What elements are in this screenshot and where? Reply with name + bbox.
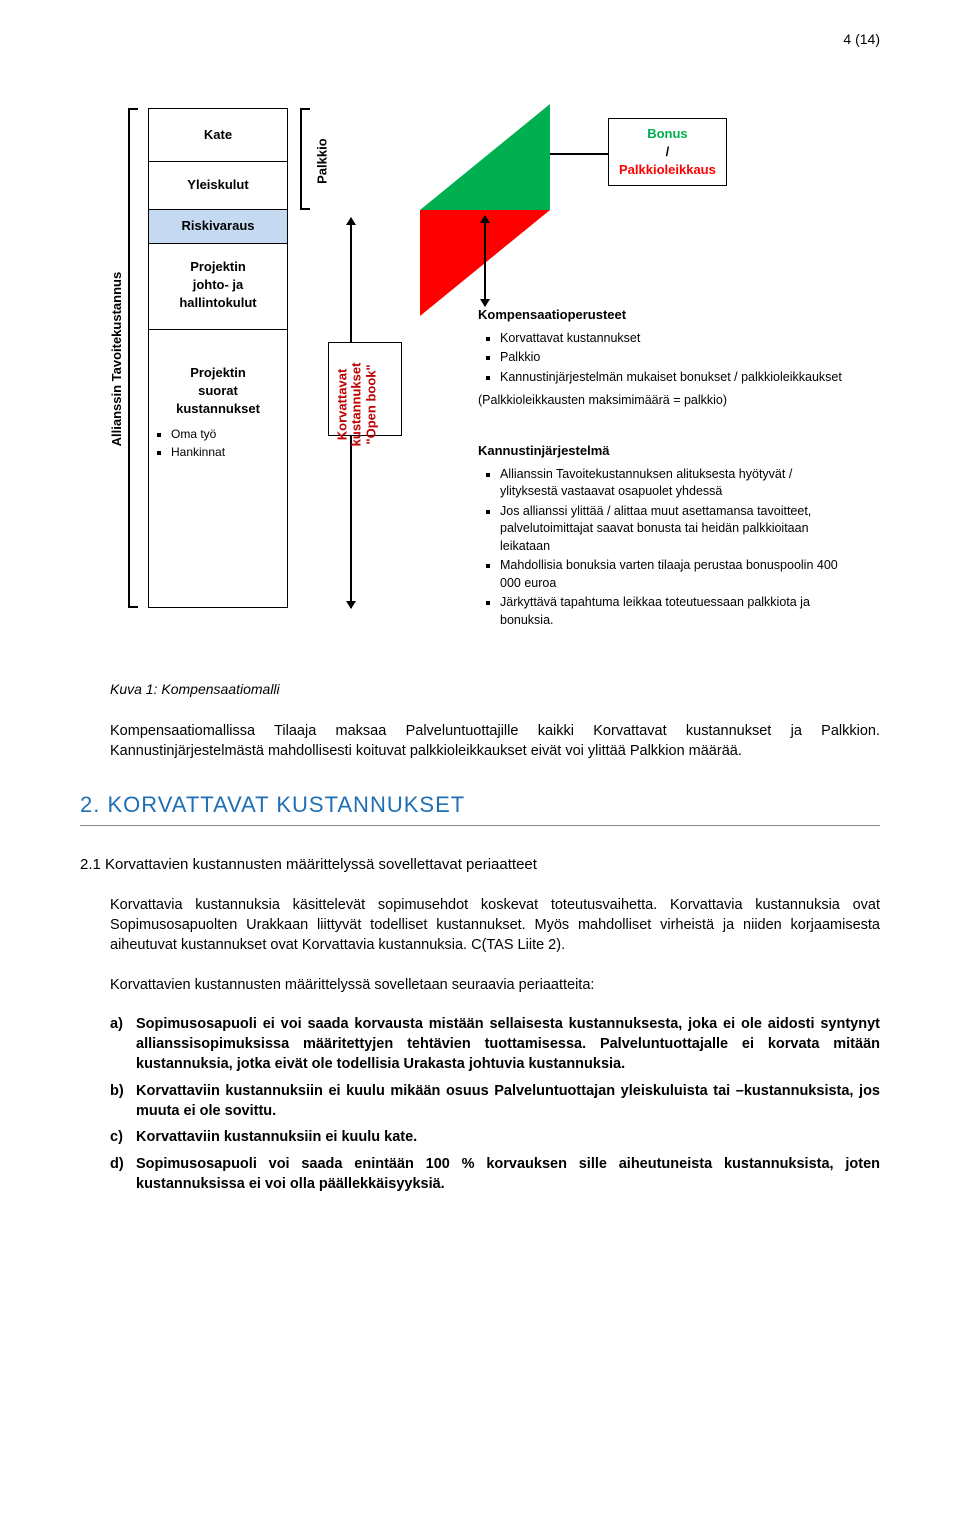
section-rule [80,825,880,826]
korv-l3: "Open book" [363,364,378,444]
kann-item-2: Mahdollisia bonuksia varten tilaaja peru… [500,557,848,592]
label-a: a) [110,1014,123,1034]
box-suorat: Projektin suorat kustannukset Oma työ Ha… [148,330,288,608]
box-riskivaraus: Riskivaraus [148,210,288,244]
intro-paragraph: Kompensaatiomallissa Tilaaja maksaa Palv… [110,721,880,762]
johto-l1: Projektin [153,258,283,276]
suorat-b2: Hankinnat [171,444,283,461]
bonus-l3: Palkkioleikkaus [619,161,716,179]
section-kannustin: Kannustinjärjestelmä Allianssin Tavoitek… [478,442,848,632]
principle-d: d) Sopimusosapuoli voi saada enintään 100… [110,1154,880,1195]
komp-list: Korvattavat kustannukset Palkkio Kannust… [500,330,848,387]
vlabel-tavoitekustannus: Allianssin Tavoitekustannus [108,271,126,446]
stack-column: Kate Yleiskulut Riskivaraus Projektin jo… [148,108,288,608]
bonus-l2: / [619,143,716,161]
label-d: d) [110,1154,124,1174]
suorat-l2: suorat [153,382,283,400]
section-heading-2: 2. KORVATTAVAT KUSTANNUKSET [80,790,880,821]
kann-list: Allianssin Tavoitekustannuksen alitukses… [500,466,848,630]
triangle-green [420,104,550,210]
komp-item-1: Palkkio [500,349,848,367]
section-kompensaatioperusteet: Kompensaatioperusteet Korvattavat kustan… [478,306,848,410]
figure-kompensaatiomalli: Allianssin Tavoitekustannus Kate Yleisku… [100,90,860,650]
komp-title: Kompensaatioperusteet [478,306,848,324]
box-yleiskulut: Yleiskulut [148,162,288,210]
principle-c-text: Korvattaviin kustannuksiin ei kuulu kate… [136,1129,417,1145]
komp-item-0: Korvattavat kustannukset [500,330,848,348]
principle-a-text: Sopimusosapuoli ei voi saada korvausta m… [136,1016,880,1073]
komp-note: (Palkkioleikkausten maksimimäärä = palkk… [478,392,848,410]
bracket-main [128,108,138,608]
bonus-connector [550,153,608,155]
paragraph-2: Korvattavia kustannuksia käsittelevät so… [110,895,880,956]
box-bonus: Bonus / Palkkioleikkaus [608,118,727,187]
bonus-l1: Bonus [619,125,716,143]
kann-title: Kannustinjärjestelmä [478,442,848,460]
box-johto: Projektin johto- ja hallintokulut [148,244,288,330]
principle-b-text: Korvattaviin kustannuksiin ei kuulu mikä… [136,1083,880,1119]
arrow-tri [484,216,486,306]
label-c: c) [110,1127,123,1147]
bracket-palkkio [300,108,310,210]
principle-a: a) Sopimusosapuoli ei voi saada korvausta… [110,1014,880,1075]
vlabel-palkkio: Palkkio [314,138,332,184]
johto-l2: johto- ja [153,276,283,294]
subsection-heading-2-1: 2.1 Korvattavien kustannusten määrittely… [80,854,880,875]
principle-c: c) Korvattaviin kustannuksiin ei kuulu ka… [110,1127,880,1147]
label-b: b) [110,1081,124,1101]
figure-caption: Kuva 1: Kompensaatiomalli [110,680,880,700]
principle-d-text: Sopimusosapuoli voi saada enintään 100 %… [136,1156,880,1192]
suorat-l3: kustannukset [153,400,283,418]
paragraph-3: Korvattavien kustannusten määrittelyssä … [110,975,880,995]
korv-l2: kustannukset [349,362,364,446]
box-kate: Kate [148,108,288,162]
kann-item-0: Allianssin Tavoitekustannuksen alitukses… [500,466,848,501]
principle-b: b) Korvattaviin kustannuksiin ei kuulu mi… [110,1081,880,1122]
suorat-b1: Oma työ [171,426,283,443]
johto-l3: hallintokulut [153,294,283,312]
principles-list: a) Sopimusosapuoli ei voi saada korvausta… [110,1014,880,1194]
kann-item-3: Järkyttävä tapahtuma leikkaa toteutuessa… [500,594,848,629]
suorat-l1: Projektin [153,364,283,382]
korv-l1: Korvattavat [334,368,349,440]
page-number: 4 (14) [80,30,880,50]
kann-item-1: Jos allianssi ylittää / alittaa muut ase… [500,503,848,556]
komp-item-2: Kannustinjärjestelmän mukaiset bonukset … [500,369,848,387]
box-korvattavat: Korvattavat kustannukset "Open book" [328,342,402,436]
